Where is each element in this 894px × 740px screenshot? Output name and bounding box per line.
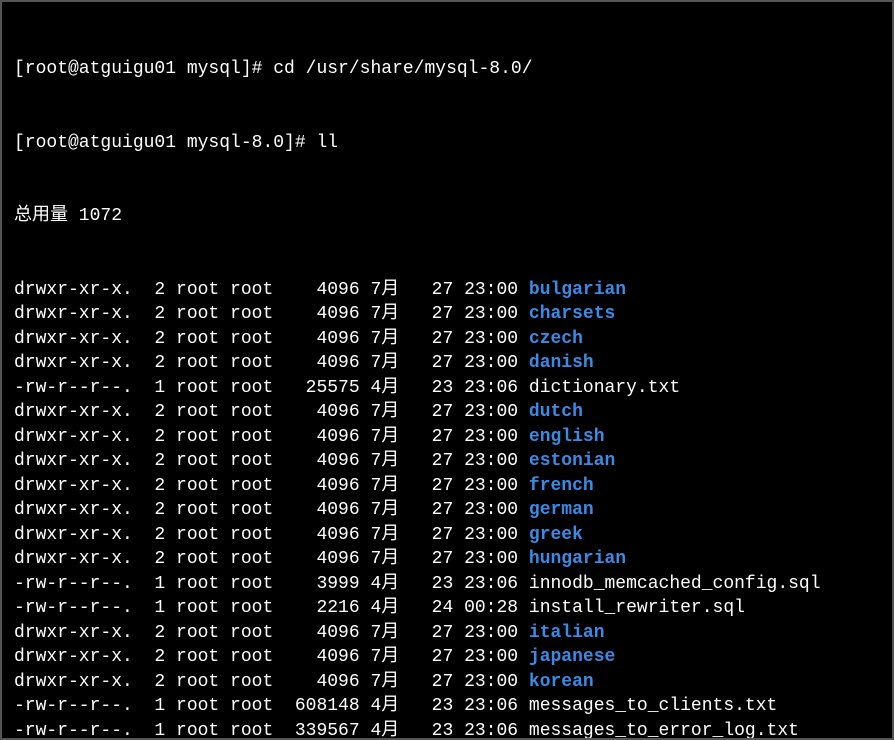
listing-row-meta: drwxr-xr-x. 2 root root 4096 7月 27 23:00 (14, 329, 529, 349)
listing-row-meta: drwxr-xr-x. 2 root root 4096 7月 27 23:00 (14, 402, 529, 422)
listing-row-meta: drwxr-xr-x. 2 root root 4096 7月 27 23:00 (14, 647, 529, 667)
dir-name: korean (529, 672, 594, 692)
file-name: messages_to_error_log.txt (529, 721, 799, 740)
dir-name: english (529, 427, 605, 447)
listing-row-meta: drwxr-xr-x. 2 root root 4096 7月 27 23:00 (14, 476, 529, 496)
dir-name: charsets (529, 304, 615, 324)
listing-row-meta: drwxr-xr-x. 2 root root 4096 7月 27 23:00 (14, 672, 529, 692)
listing-row: drwxr-xr-x. 2 root root 4096 7月 27 23:00… (14, 351, 880, 376)
listing-row-meta: drwxr-xr-x. 2 root root 4096 7月 27 23:00 (14, 280, 529, 300)
file-listing: drwxr-xr-x. 2 root root 4096 7月 27 23:00… (14, 278, 880, 740)
listing-row: -rw-r--r--. 1 root root 608148 4月 23 23:… (14, 694, 880, 719)
dir-name: dutch (529, 402, 583, 422)
listing-row: -rw-r--r--. 1 root root 25575 4月 23 23:0… (14, 376, 880, 401)
listing-row-meta: drwxr-xr-x. 2 root root 4096 7月 27 23:00 (14, 500, 529, 520)
listing-row: drwxr-xr-x. 2 root root 4096 7月 27 23:00… (14, 621, 880, 646)
dir-name: bulgarian (529, 280, 626, 300)
total-line: 总用量 1072 (14, 204, 880, 229)
dir-name: italian (529, 623, 605, 643)
listing-row: drwxr-xr-x. 2 root root 4096 7月 27 23:00… (14, 645, 880, 670)
listing-row-meta: -rw-r--r--. 1 root root 339567 4月 23 23:… (14, 721, 529, 740)
prompt-2-cmd: ll (316, 133, 338, 153)
dir-name: estonian (529, 451, 615, 471)
listing-row-meta: -rw-r--r--. 1 root root 3999 4月 23 23:06 (14, 574, 529, 594)
dir-name: japanese (529, 647, 615, 667)
terminal-window[interactable]: [root@atguigu01 mysql]# cd /usr/share/my… (0, 0, 894, 740)
listing-row: drwxr-xr-x. 2 root root 4096 7月 27 23:00… (14, 547, 880, 572)
dir-name: czech (529, 329, 583, 349)
file-name: install_rewriter.sql (529, 598, 745, 618)
file-name: dictionary.txt (529, 378, 680, 398)
listing-row-meta: -rw-r--r--. 1 root root 608148 4月 23 23:… (14, 696, 529, 716)
listing-row: drwxr-xr-x. 2 root root 4096 7月 27 23:00… (14, 449, 880, 474)
listing-row: drwxr-xr-x. 2 root root 4096 7月 27 23:00… (14, 474, 880, 499)
listing-row: drwxr-xr-x. 2 root root 4096 7月 27 23:00… (14, 400, 880, 425)
listing-row: drwxr-xr-x. 2 root root 4096 7月 27 23:00… (14, 278, 880, 303)
prompt-line-2: [root@atguigu01 mysql-8.0]# ll (14, 131, 880, 156)
listing-row: -rw-r--r--. 1 root root 2216 4月 24 00:28… (14, 596, 880, 621)
prompt-1-cmd: cd /usr/share/mysql-8.0/ (273, 59, 532, 79)
file-name: messages_to_clients.txt (529, 696, 777, 716)
listing-row: drwxr-xr-x. 2 root root 4096 7月 27 23:00… (14, 425, 880, 450)
listing-row-meta: drwxr-xr-x. 2 root root 4096 7月 27 23:00 (14, 549, 529, 569)
dir-name: danish (529, 353, 594, 373)
prompt-2-text: [root@atguigu01 mysql-8.0]# (14, 133, 316, 153)
file-name: innodb_memcached_config.sql (529, 574, 821, 594)
listing-row-meta: drwxr-xr-x. 2 root root 4096 7月 27 23:00 (14, 525, 529, 545)
listing-row-meta: drwxr-xr-x. 2 root root 4096 7月 27 23:00 (14, 451, 529, 471)
listing-row: drwxr-xr-x. 2 root root 4096 7月 27 23:00… (14, 498, 880, 523)
listing-row-meta: drwxr-xr-x. 2 root root 4096 7月 27 23:00 (14, 353, 529, 373)
listing-row: drwxr-xr-x. 2 root root 4096 7月 27 23:00… (14, 327, 880, 352)
listing-row-meta: -rw-r--r--. 1 root root 25575 4月 23 23:0… (14, 378, 529, 398)
listing-row: drwxr-xr-x. 2 root root 4096 7月 27 23:00… (14, 670, 880, 695)
dir-name: german (529, 500, 594, 520)
listing-row-meta: -rw-r--r--. 1 root root 2216 4月 24 00:28 (14, 598, 529, 618)
listing-row: drwxr-xr-x. 2 root root 4096 7月 27 23:00… (14, 302, 880, 327)
prompt-line-1: [root@atguigu01 mysql]# cd /usr/share/my… (14, 57, 880, 82)
dir-name: french (529, 476, 594, 496)
prompt-1-text: [root@atguigu01 mysql]# (14, 59, 273, 79)
listing-row: drwxr-xr-x. 2 root root 4096 7月 27 23:00… (14, 523, 880, 548)
listing-row: -rw-r--r--. 1 root root 3999 4月 23 23:06… (14, 572, 880, 597)
listing-row: -rw-r--r--. 1 root root 339567 4月 23 23:… (14, 719, 880, 740)
listing-row-meta: drwxr-xr-x. 2 root root 4096 7月 27 23:00 (14, 427, 529, 447)
listing-row-meta: drwxr-xr-x. 2 root root 4096 7月 27 23:00 (14, 304, 529, 324)
dir-name: hungarian (529, 549, 626, 569)
listing-row-meta: drwxr-xr-x. 2 root root 4096 7月 27 23:00 (14, 623, 529, 643)
dir-name: greek (529, 525, 583, 545)
